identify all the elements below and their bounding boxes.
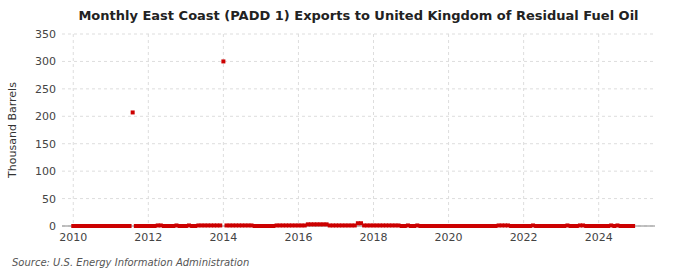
x-tick-label: 2024 [585, 231, 613, 244]
x-grid-line [523, 34, 524, 226]
x-tick-label: 2020 [435, 231, 463, 244]
y-tick-label: 100 [35, 165, 56, 178]
x-tick-label: 2016 [284, 231, 312, 244]
point [131, 110, 135, 114]
x-tick-label: 2014 [209, 231, 237, 244]
x-tick-label: 2022 [510, 231, 538, 244]
y-grid-line [62, 143, 655, 144]
point [218, 223, 222, 227]
points [71, 59, 635, 228]
y-tick-label: 150 [35, 138, 56, 151]
source: Source: U.S. Energy Information Administ… [12, 257, 249, 268]
x-tick-label: 2010 [59, 231, 87, 244]
chart: 0 50 100 150 200 250 300 350 2010 2012 2014 2016 201… [0, 0, 675, 275]
x-tick-label: 2018 [360, 231, 388, 244]
y-tick-label: 50 [42, 193, 56, 206]
x-grid-line [73, 34, 74, 226]
y-tick-label: 250 [35, 83, 56, 96]
y-grid-line [62, 116, 655, 117]
point [128, 224, 132, 228]
point [631, 224, 635, 228]
y-grid-line [62, 171, 655, 172]
y-tick-label: 0 [49, 220, 56, 233]
x-grid-line [373, 34, 374, 226]
x-grid-line [298, 34, 299, 226]
page: {"chart_data": {"type": "scatter", "titl… [0, 0, 675, 275]
point [221, 59, 225, 63]
x-grid-line [448, 34, 449, 226]
y-tick-label: 350 [35, 28, 56, 41]
y-tick-label: 200 [35, 110, 56, 123]
y-grid-line [62, 34, 655, 35]
x-grid-line [598, 34, 599, 226]
title: Monthly East Coast (PADD 1) Exports to U… [78, 8, 638, 23]
x-grid-line [148, 34, 149, 226]
y-grid-line [62, 88, 655, 89]
y-tick-label: 300 [35, 55, 56, 68]
y-axis-label: Thousand Barrels [6, 82, 19, 179]
grid [62, 34, 655, 226]
y-grid-line [62, 198, 655, 199]
y-grid-line [62, 61, 655, 62]
x-tick-label: 2012 [134, 231, 162, 244]
